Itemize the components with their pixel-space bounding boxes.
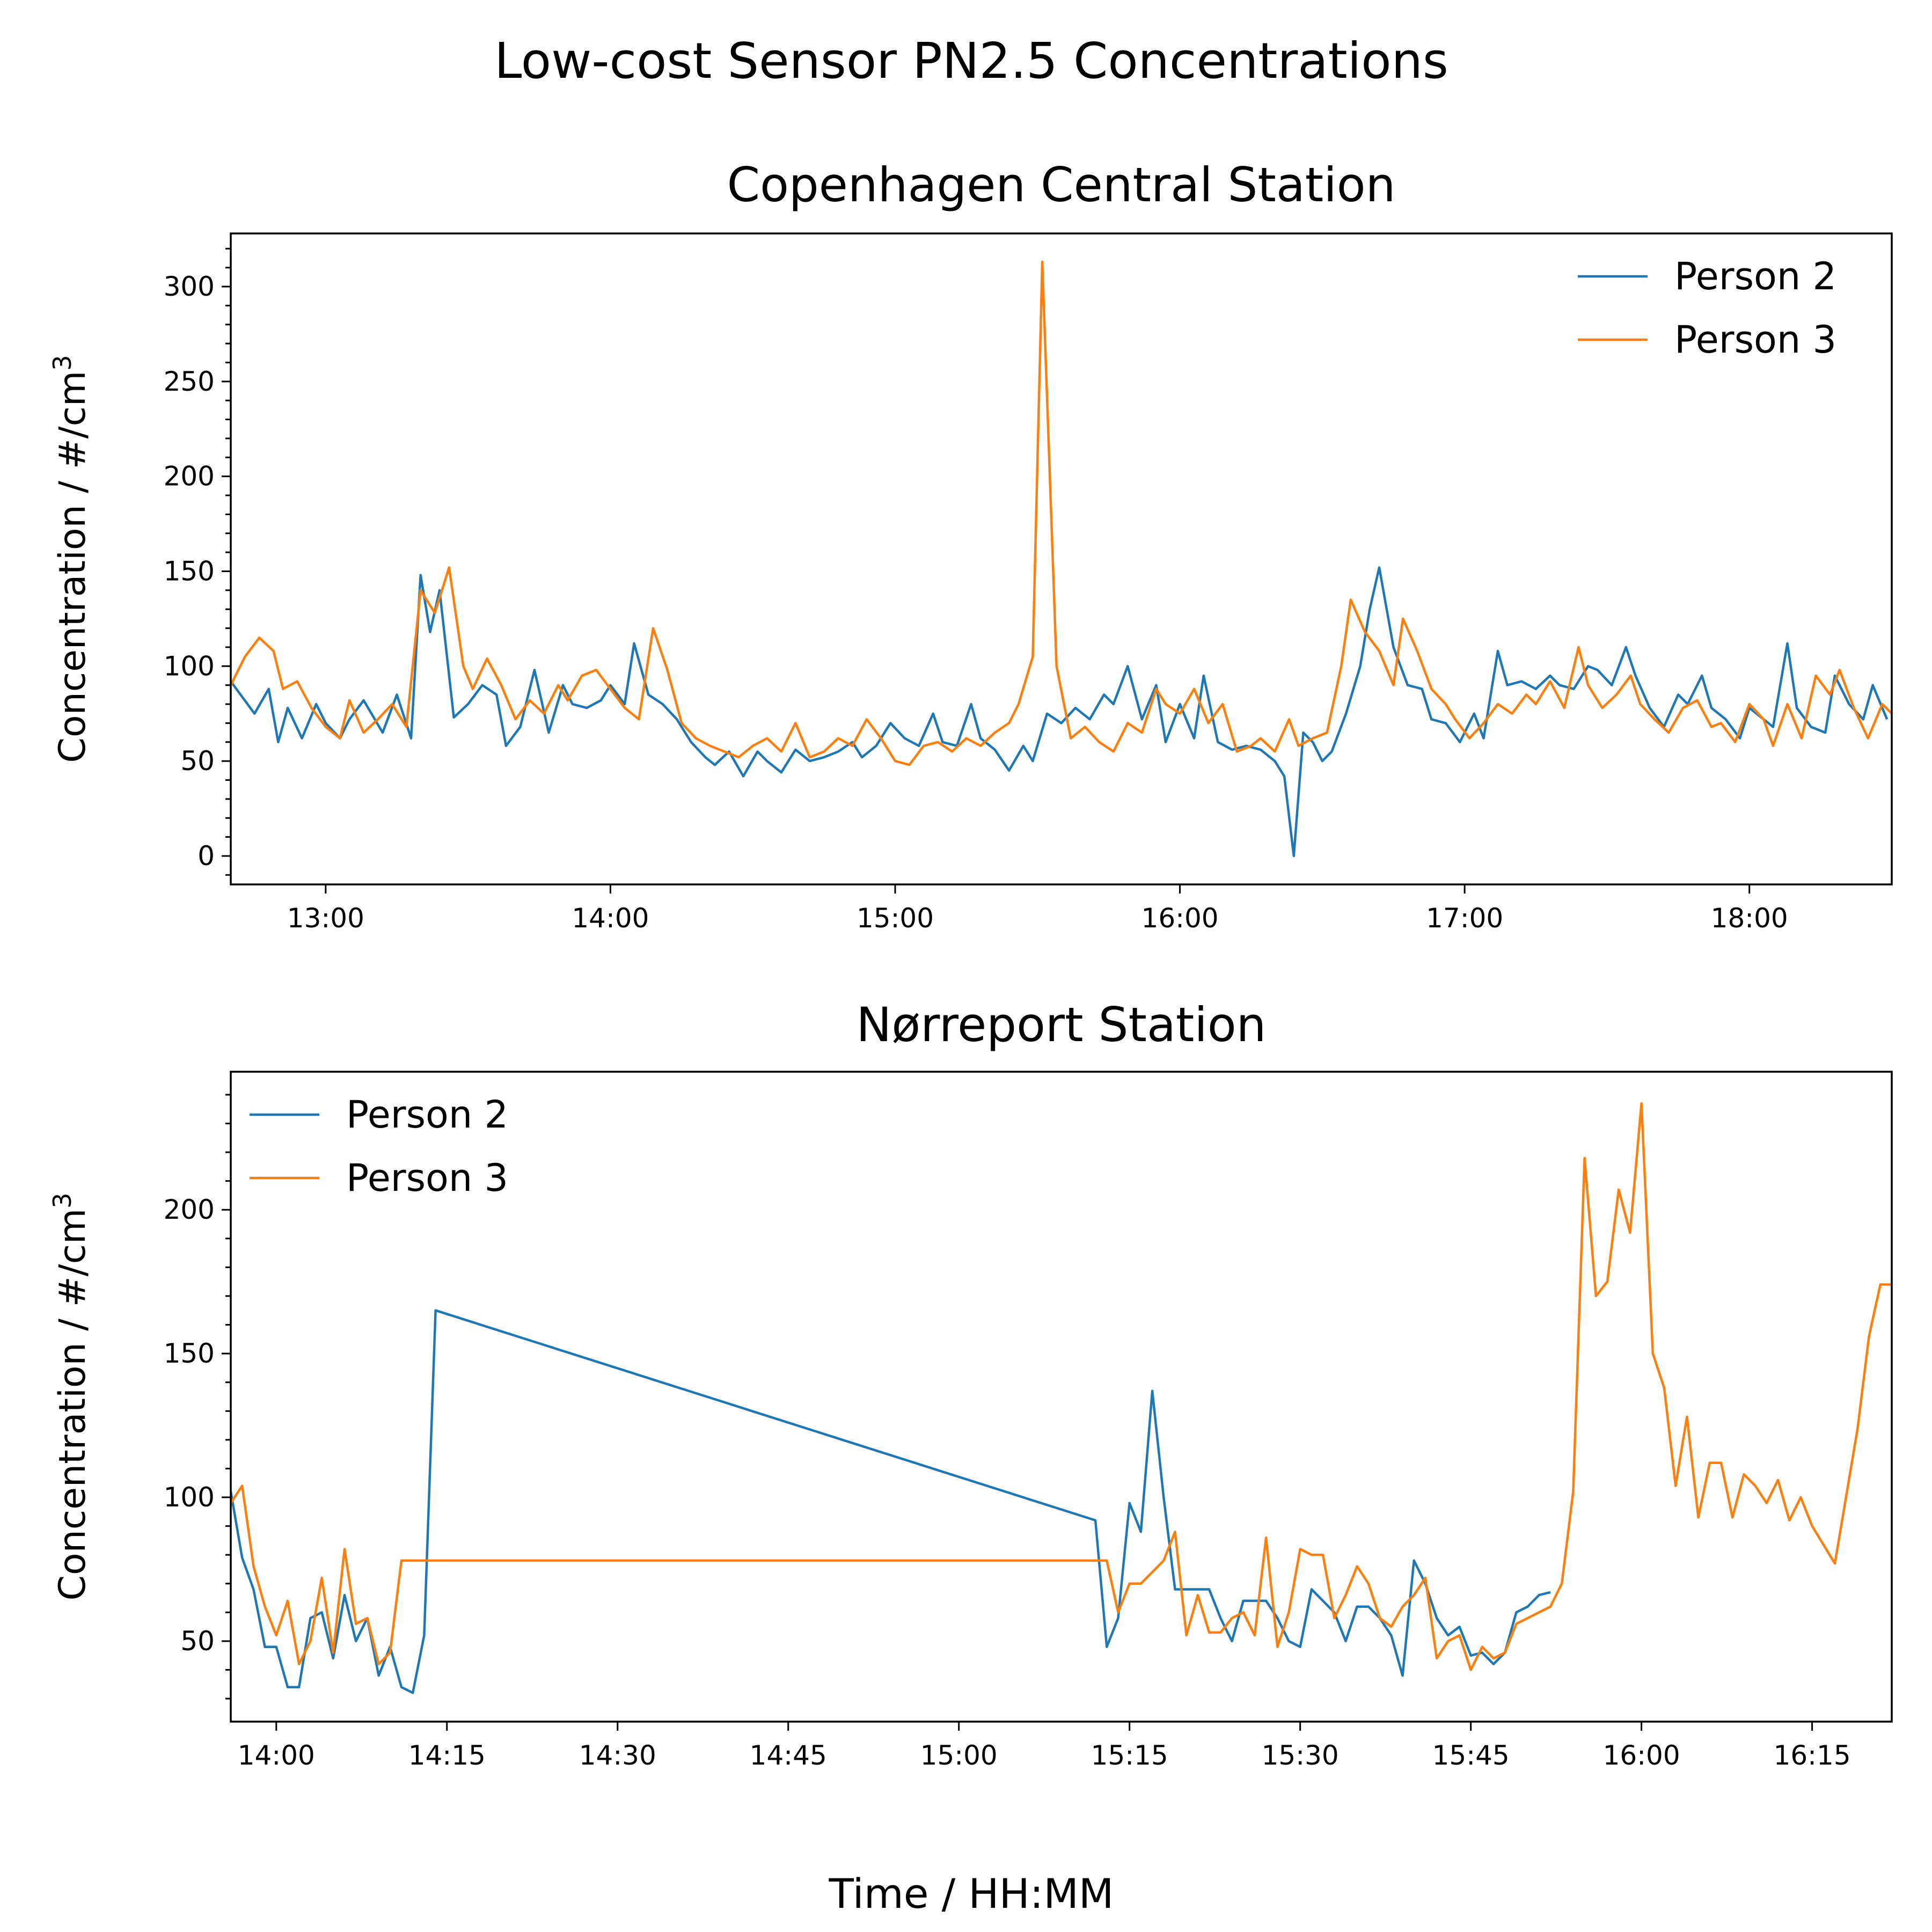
x-tick-label: 16:15: [1774, 1740, 1851, 1771]
x-tick-label: 14:30: [579, 1740, 656, 1771]
x-tick-label: 14:00: [572, 903, 649, 934]
y-axis-label-text: Concentration / #/cm: [52, 1209, 94, 1601]
x-tick-label: 16:00: [1603, 1740, 1680, 1771]
x-tick-label: 15:15: [1091, 1740, 1168, 1771]
figure-xlabel: Time / HH:MM: [829, 1870, 1114, 1918]
x-tick-label: 15:30: [1262, 1740, 1339, 1771]
y-tick-label: 150: [164, 555, 215, 587]
y-tick-label: 50: [180, 745, 215, 777]
x-tick-label: 18:00: [1711, 903, 1788, 934]
y-tick-label: 250: [164, 366, 215, 397]
y-axis-label: Concentration / #/cm3: [48, 1193, 94, 1601]
y-axis-label-superscript: 3: [48, 355, 77, 371]
series-line-person-3: [231, 1102, 1892, 1671]
x-tick-label: 15:00: [857, 903, 934, 934]
legend-label: Person 2: [1674, 254, 1836, 298]
x-tick-label: 15:45: [1432, 1740, 1510, 1771]
series-line-person-2: [231, 566, 1889, 858]
series-line-person-2: [231, 1309, 1551, 1694]
chart-copenhagen-central-station: Copenhagen Central Station Concentration …: [48, 157, 1893, 934]
y-tick-label: 50: [180, 1626, 215, 1657]
x-tick-label: 17:00: [1426, 903, 1503, 934]
legend-label: Person 2: [346, 1093, 508, 1137]
series-group: [231, 260, 1892, 858]
x-tick-label: 14:00: [238, 1740, 315, 1771]
x-tick-label: 15:00: [920, 1740, 998, 1771]
y-tick-label: 150: [164, 1338, 215, 1369]
axes-frame: [230, 1071, 1893, 1723]
y-tick-label: 0: [197, 840, 215, 872]
y-axis-label-text: Concentration / #/cm: [52, 371, 94, 763]
chart-norreport-station: Nørreport Station Concentration / #/cm3 50…: [48, 997, 1893, 1771]
y-tick-label: 100: [164, 650, 215, 682]
y-tick-label: 200: [164, 461, 215, 492]
y-axis-label-superscript: 3: [48, 1193, 77, 1209]
y-tick-label: 300: [164, 271, 215, 302]
y-tick-label: 100: [164, 1482, 215, 1513]
x-tick-label: 16:00: [1141, 903, 1219, 934]
x-tick-label: 13:00: [287, 903, 364, 934]
chart-title: Copenhagen Central Station: [727, 157, 1396, 213]
y-axis-label: Concentration / #/cm3: [48, 355, 94, 763]
series-line-person-3: [231, 260, 1892, 766]
figure-suptitle: Low-cost Sensor PN2.5 Concentrations: [494, 32, 1448, 90]
legend: Person 2 Person 3: [250, 1093, 508, 1200]
legend: Person 2 Person 3: [1578, 254, 1836, 362]
series-group: [231, 1102, 1892, 1694]
legend-label: Person 3: [1674, 318, 1836, 362]
y-tick-label: 200: [164, 1194, 215, 1225]
x-tick-label: 14:45: [750, 1740, 827, 1771]
chart-title: Nørreport Station: [857, 997, 1267, 1052]
legend-label: Person 3: [346, 1156, 508, 1200]
x-tick-label: 14:15: [408, 1740, 486, 1771]
axes-frame: [230, 232, 1893, 885]
